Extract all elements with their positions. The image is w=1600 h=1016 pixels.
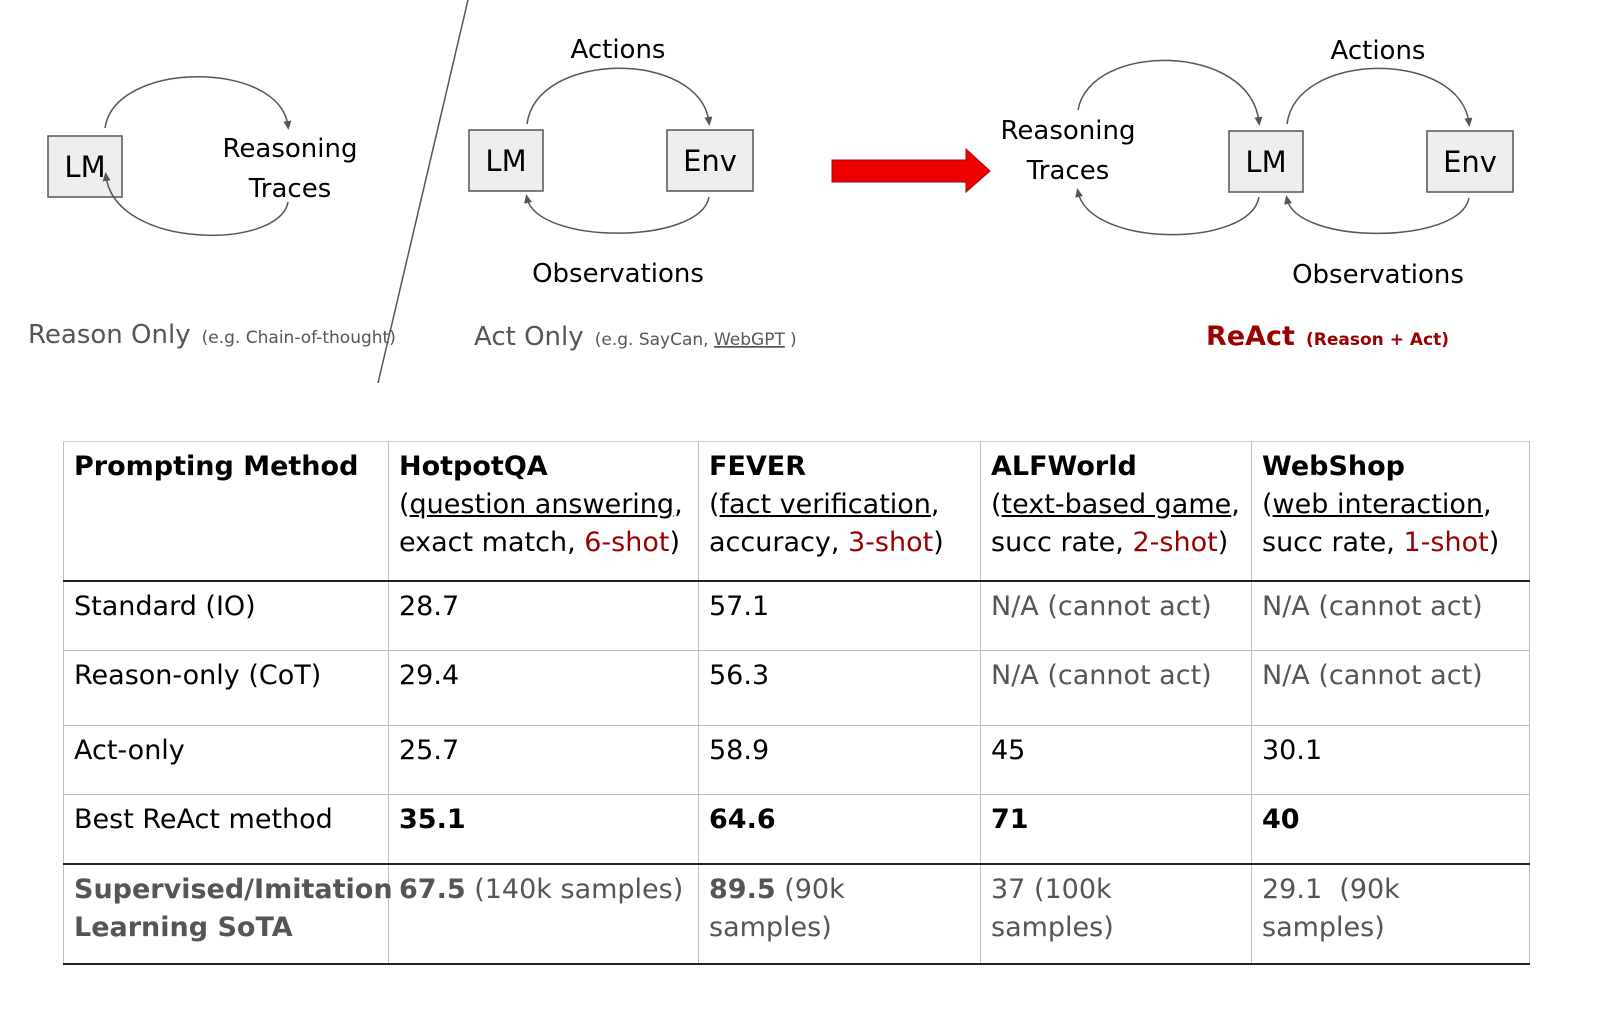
act-only-observations-arrow [524, 194, 710, 234]
cell-alfworld: 71 [980, 794, 1252, 865]
table-row: Standard (IO) 28.7 57.1 N/A (cannot act)… [63, 580, 1530, 651]
table-row: Act-only 25.7 58.9 45 30.1 [63, 725, 1530, 795]
cell-fever: 89.5 (90k samples) [698, 863, 981, 965]
table-row: Best ReAct method 35.1 64.6 71 40 [63, 794, 1530, 865]
reason-only-lm-label: LM [64, 150, 105, 184]
table-row: Reason-only (CoT) 29.4 56.3 N/A (cannot … [63, 650, 1530, 726]
paradigm-diagram: LM Reasoning Traces Reason Only (e.g. Ch… [28, 0, 1514, 384]
cell-webshop: 40 [1251, 794, 1530, 865]
cell-fever: 58.9 [698, 725, 981, 795]
reason-only-caption: Reason Only (e.g. Chain-of-thought) [28, 320, 396, 350]
cell-hotpotqa: 25.7 [388, 725, 699, 795]
cell-webshop: 29.1 (90k samples) [1251, 863, 1530, 965]
react-lm-label: LM [1245, 145, 1286, 179]
act-only-env-box [666, 129, 754, 192]
act-only-actions-label: Actions [571, 35, 666, 65]
react-traces-line1: Reasoning [1001, 116, 1136, 146]
cell-webshop: N/A (cannot act) [1251, 580, 1530, 651]
act-only-env-label: Env [683, 144, 737, 178]
cell-hotpotqa: 35.1 [388, 794, 699, 865]
header-alfworld: ALFWorld (text-based game, succ rate, 2-… [980, 441, 1252, 582]
cell-alfworld: N/A (cannot act) [980, 580, 1252, 651]
row-method-act-only: Act-only [63, 725, 389, 795]
react-actions-arrow [1286, 67, 1473, 127]
reason-only-bottom-arrow [102, 172, 289, 236]
panel-divider [377, 0, 469, 384]
cell-hotpotqa: 29.4 [388, 650, 699, 726]
cell-fever: 57.1 [698, 580, 981, 651]
act-only-actions-arrow [526, 67, 713, 126]
act-only-caption: Act Only (e.g. SayCan, WebGPT ) [474, 322, 797, 352]
table-header-row: Prompting Method HotpotQA (question answ… [63, 441, 1530, 582]
react-traces-top-arrow [1077, 59, 1263, 126]
row-method-sota: Supervised/Imitation Learning SoTA [63, 863, 393, 965]
cell-alfworld: 45 [980, 725, 1252, 795]
header-prompting-method: Prompting Method [63, 441, 389, 582]
cell-fever: 64.6 [698, 794, 981, 865]
cell-alfworld: N/A (cannot act) [980, 650, 1252, 726]
react-traces-line2: Traces [1026, 156, 1110, 186]
cell-alfworld: 37 (100k samples) [980, 863, 1252, 965]
react-env-box [1426, 130, 1514, 193]
reason-only-panel: LM Reasoning Traces Reason Only (e.g. Ch… [28, 76, 396, 350]
act-only-lm-box [468, 129, 544, 192]
act-only-lm-label: LM [485, 144, 526, 178]
header-hotpotqa: HotpotQA (question answering, exact matc… [388, 441, 699, 582]
act-only-observations-label: Observations [532, 259, 704, 289]
react-observations-arrow [1284, 195, 1470, 235]
cell-webshop: N/A (cannot act) [1251, 650, 1530, 726]
reason-only-traces-line2: Traces [248, 174, 332, 204]
react-panel: Reasoning Traces LM Env Actions Observat… [1001, 36, 1514, 352]
react-lm-box [1228, 130, 1304, 193]
row-method-best-react: Best ReAct method [63, 794, 389, 865]
transition-arrow [831, 147, 991, 194]
cell-fever: 56.3 [698, 650, 981, 726]
act-only-panel: LM Env Actions Observations Act Only (e.… [468, 35, 797, 352]
react-observations-label: Observations [1292, 260, 1464, 290]
row-method-standard: Standard (IO) [63, 580, 389, 651]
reason-only-lm-box [47, 135, 123, 198]
cell-hotpotqa: 28.7 [388, 580, 699, 651]
reason-only-top-arrow [104, 76, 292, 130]
header-fever: FEVER (fact verification, accuracy, 3-sh… [698, 441, 981, 582]
cell-webshop: 30.1 [1251, 725, 1530, 795]
react-env-label: Env [1443, 145, 1497, 179]
react-actions-label: Actions [1331, 36, 1426, 66]
results-table: Prompting Method HotpotQA (question answ… [63, 441, 1530, 965]
row-method-cot: Reason-only (CoT) [63, 650, 389, 726]
reason-only-traces-line1: Reasoning [223, 134, 358, 164]
react-traces-bottom-arrow [1075, 188, 1260, 236]
header-webshop: WebShop (web interaction, succ rate, 1-s… [1251, 441, 1530, 582]
react-caption: ReAct (Reason + Act) [1206, 321, 1449, 352]
table-row: Supervised/Imitation Learning SoTA 67.5 … [63, 863, 1530, 965]
cell-hotpotqa: 67.5 (140k samples) [388, 863, 699, 965]
webgpt-link-text: WebGPT [714, 330, 785, 350]
